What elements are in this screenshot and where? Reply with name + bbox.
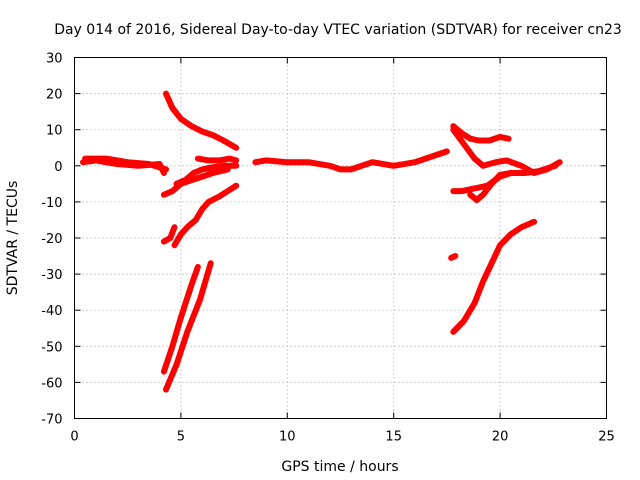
x-tick-label: 25 [598,430,615,445]
series-track-15 [467,170,525,204]
data-series-group [80,90,563,393]
x-tick-label: 5 [177,430,185,445]
series-track-10 [163,260,214,393]
series-track-6 [194,155,240,164]
y-tick-label: -20 [41,232,62,247]
series-track-3 [163,90,240,151]
chart-title: Day 014 of 2016, Sidereal Day-to-day VTE… [54,22,622,38]
y-tick-label: -70 [41,413,62,428]
y-tick-label: 0 [54,160,62,175]
series-track-14 [450,162,559,195]
series-track-5 [173,162,240,187]
series-track-8 [171,182,240,249]
series-track-9 [160,263,201,375]
series-track-4 [160,166,231,198]
series-track-2 [82,155,169,173]
x-tick-label: 0 [70,430,78,445]
y-tick-label: 10 [46,124,63,139]
series-track-11 [252,148,450,173]
y-tick-label: 20 [46,88,63,103]
grid [74,57,607,419]
x-tick-label: 15 [385,430,402,445]
y-axis-label: SDTVAR / TECUs [5,181,21,296]
series-track-12 [450,123,512,144]
axis-ticks [74,57,607,419]
y-tick-label: -40 [41,304,62,319]
series-track-17 [448,253,459,261]
x-axis-label: GPS time / hours [281,459,398,475]
y-tick-label: -10 [41,196,62,211]
series-track-16 [450,218,538,335]
y-tick-label: -50 [41,340,62,355]
y-tick-labels: -70 -60 -50 -40 -30 -20 -10 0 10 20 30 [41,52,62,428]
x-tick-label: 10 [279,430,296,445]
y-tick-label: 30 [46,52,63,67]
y-tick-label: -60 [41,376,62,391]
x-tick-label: 20 [492,430,509,445]
y-tick-label: -30 [41,268,62,283]
series-track-7 [160,224,178,245]
x-tick-labels: 0 5 10 15 20 25 [70,430,614,445]
